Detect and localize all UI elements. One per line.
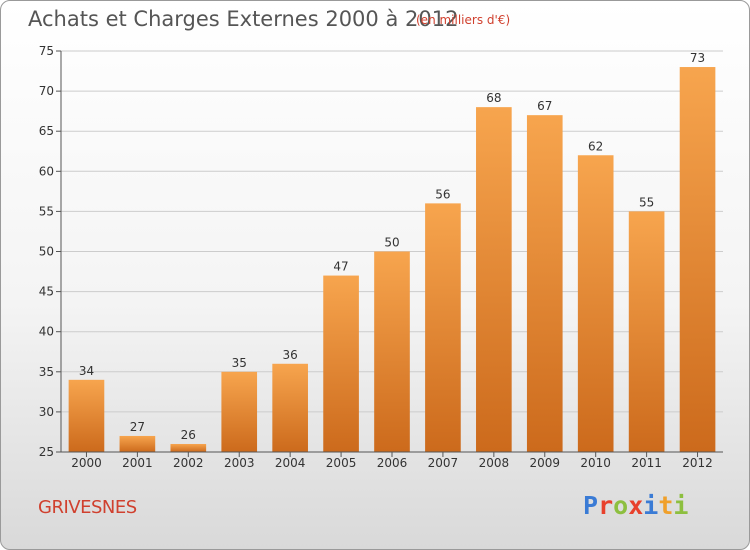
y-tick-label: 50 bbox=[39, 245, 54, 259]
chart-subtitle: (en milliers d'€) bbox=[416, 13, 511, 27]
bar bbox=[119, 435, 156, 452]
bar bbox=[170, 443, 207, 452]
bar bbox=[476, 107, 512, 452]
data-label: 55 bbox=[639, 195, 654, 209]
y-tick-label: 60 bbox=[39, 164, 54, 178]
y-tick-label: 55 bbox=[39, 204, 54, 218]
data-label: 73 bbox=[690, 51, 705, 65]
logo-letter: r bbox=[598, 491, 614, 520]
x-tick-label: 2002 bbox=[173, 456, 204, 470]
x-tick-label: 2008 bbox=[479, 456, 510, 470]
y-tick-label: 25 bbox=[39, 445, 54, 459]
logo-letter: o bbox=[613, 491, 629, 520]
data-label: 68 bbox=[486, 91, 501, 105]
bar bbox=[272, 363, 308, 452]
y-tick-label: 70 bbox=[39, 84, 54, 98]
logo-letter: i bbox=[643, 491, 659, 520]
bar bbox=[323, 275, 359, 452]
data-label: 35 bbox=[232, 356, 247, 370]
x-tick-label: 2012 bbox=[682, 456, 713, 470]
data-label: 34 bbox=[79, 364, 94, 378]
y-tick-label: 40 bbox=[39, 325, 54, 339]
data-label: 47 bbox=[333, 260, 348, 274]
bar bbox=[425, 203, 461, 452]
bars bbox=[68, 67, 716, 452]
bar bbox=[577, 155, 614, 452]
bar bbox=[628, 211, 665, 452]
axes bbox=[56, 50, 723, 457]
logo-letter: i bbox=[673, 491, 689, 520]
data-label: 36 bbox=[283, 348, 298, 362]
logo-letter: t bbox=[658, 491, 674, 520]
bar bbox=[526, 115, 563, 452]
x-tick-label: 2009 bbox=[529, 456, 560, 470]
y-tick-label: 45 bbox=[39, 285, 54, 299]
x-tick-label: 2005 bbox=[326, 456, 357, 470]
data-label: 50 bbox=[384, 236, 399, 250]
bar bbox=[68, 379, 105, 452]
x-tick-label: 2000 bbox=[71, 456, 102, 470]
x-tick-label: 2001 bbox=[122, 456, 153, 470]
data-label: 67 bbox=[537, 99, 552, 113]
y-tick-label: 65 bbox=[39, 124, 54, 138]
data-label: 62 bbox=[588, 139, 603, 153]
y-tick-label: 30 bbox=[39, 405, 54, 419]
x-tick-label: 2010 bbox=[580, 456, 611, 470]
data-label: 27 bbox=[130, 420, 145, 434]
x-tick-label: 2004 bbox=[275, 456, 306, 470]
bar bbox=[679, 67, 716, 452]
y-tick-label: 75 bbox=[39, 44, 54, 58]
x-tick-label: 2011 bbox=[631, 456, 662, 470]
x-tick-label: 2006 bbox=[377, 456, 408, 470]
data-label: 26 bbox=[181, 428, 196, 442]
logo-letter: x bbox=[628, 491, 644, 520]
logo-letter: P bbox=[583, 491, 599, 520]
chart-title: Achats et Charges Externes 2000 à 2012 bbox=[28, 7, 459, 31]
labels: 25 30 35 40 45 50 55 60 65 70 75 34 2000 27 2001 26 2002… bbox=[39, 44, 713, 470]
commune-name: GRIVESNES bbox=[38, 497, 137, 518]
bar bbox=[221, 371, 258, 452]
x-tick-label: 2007 bbox=[428, 456, 459, 470]
y-tick-label: 35 bbox=[39, 365, 54, 379]
x-tick-label: 2003 bbox=[224, 456, 255, 470]
proxiti-logo: Proxiti bbox=[583, 491, 688, 520]
data-label: 56 bbox=[435, 187, 450, 201]
bar bbox=[374, 251, 410, 452]
